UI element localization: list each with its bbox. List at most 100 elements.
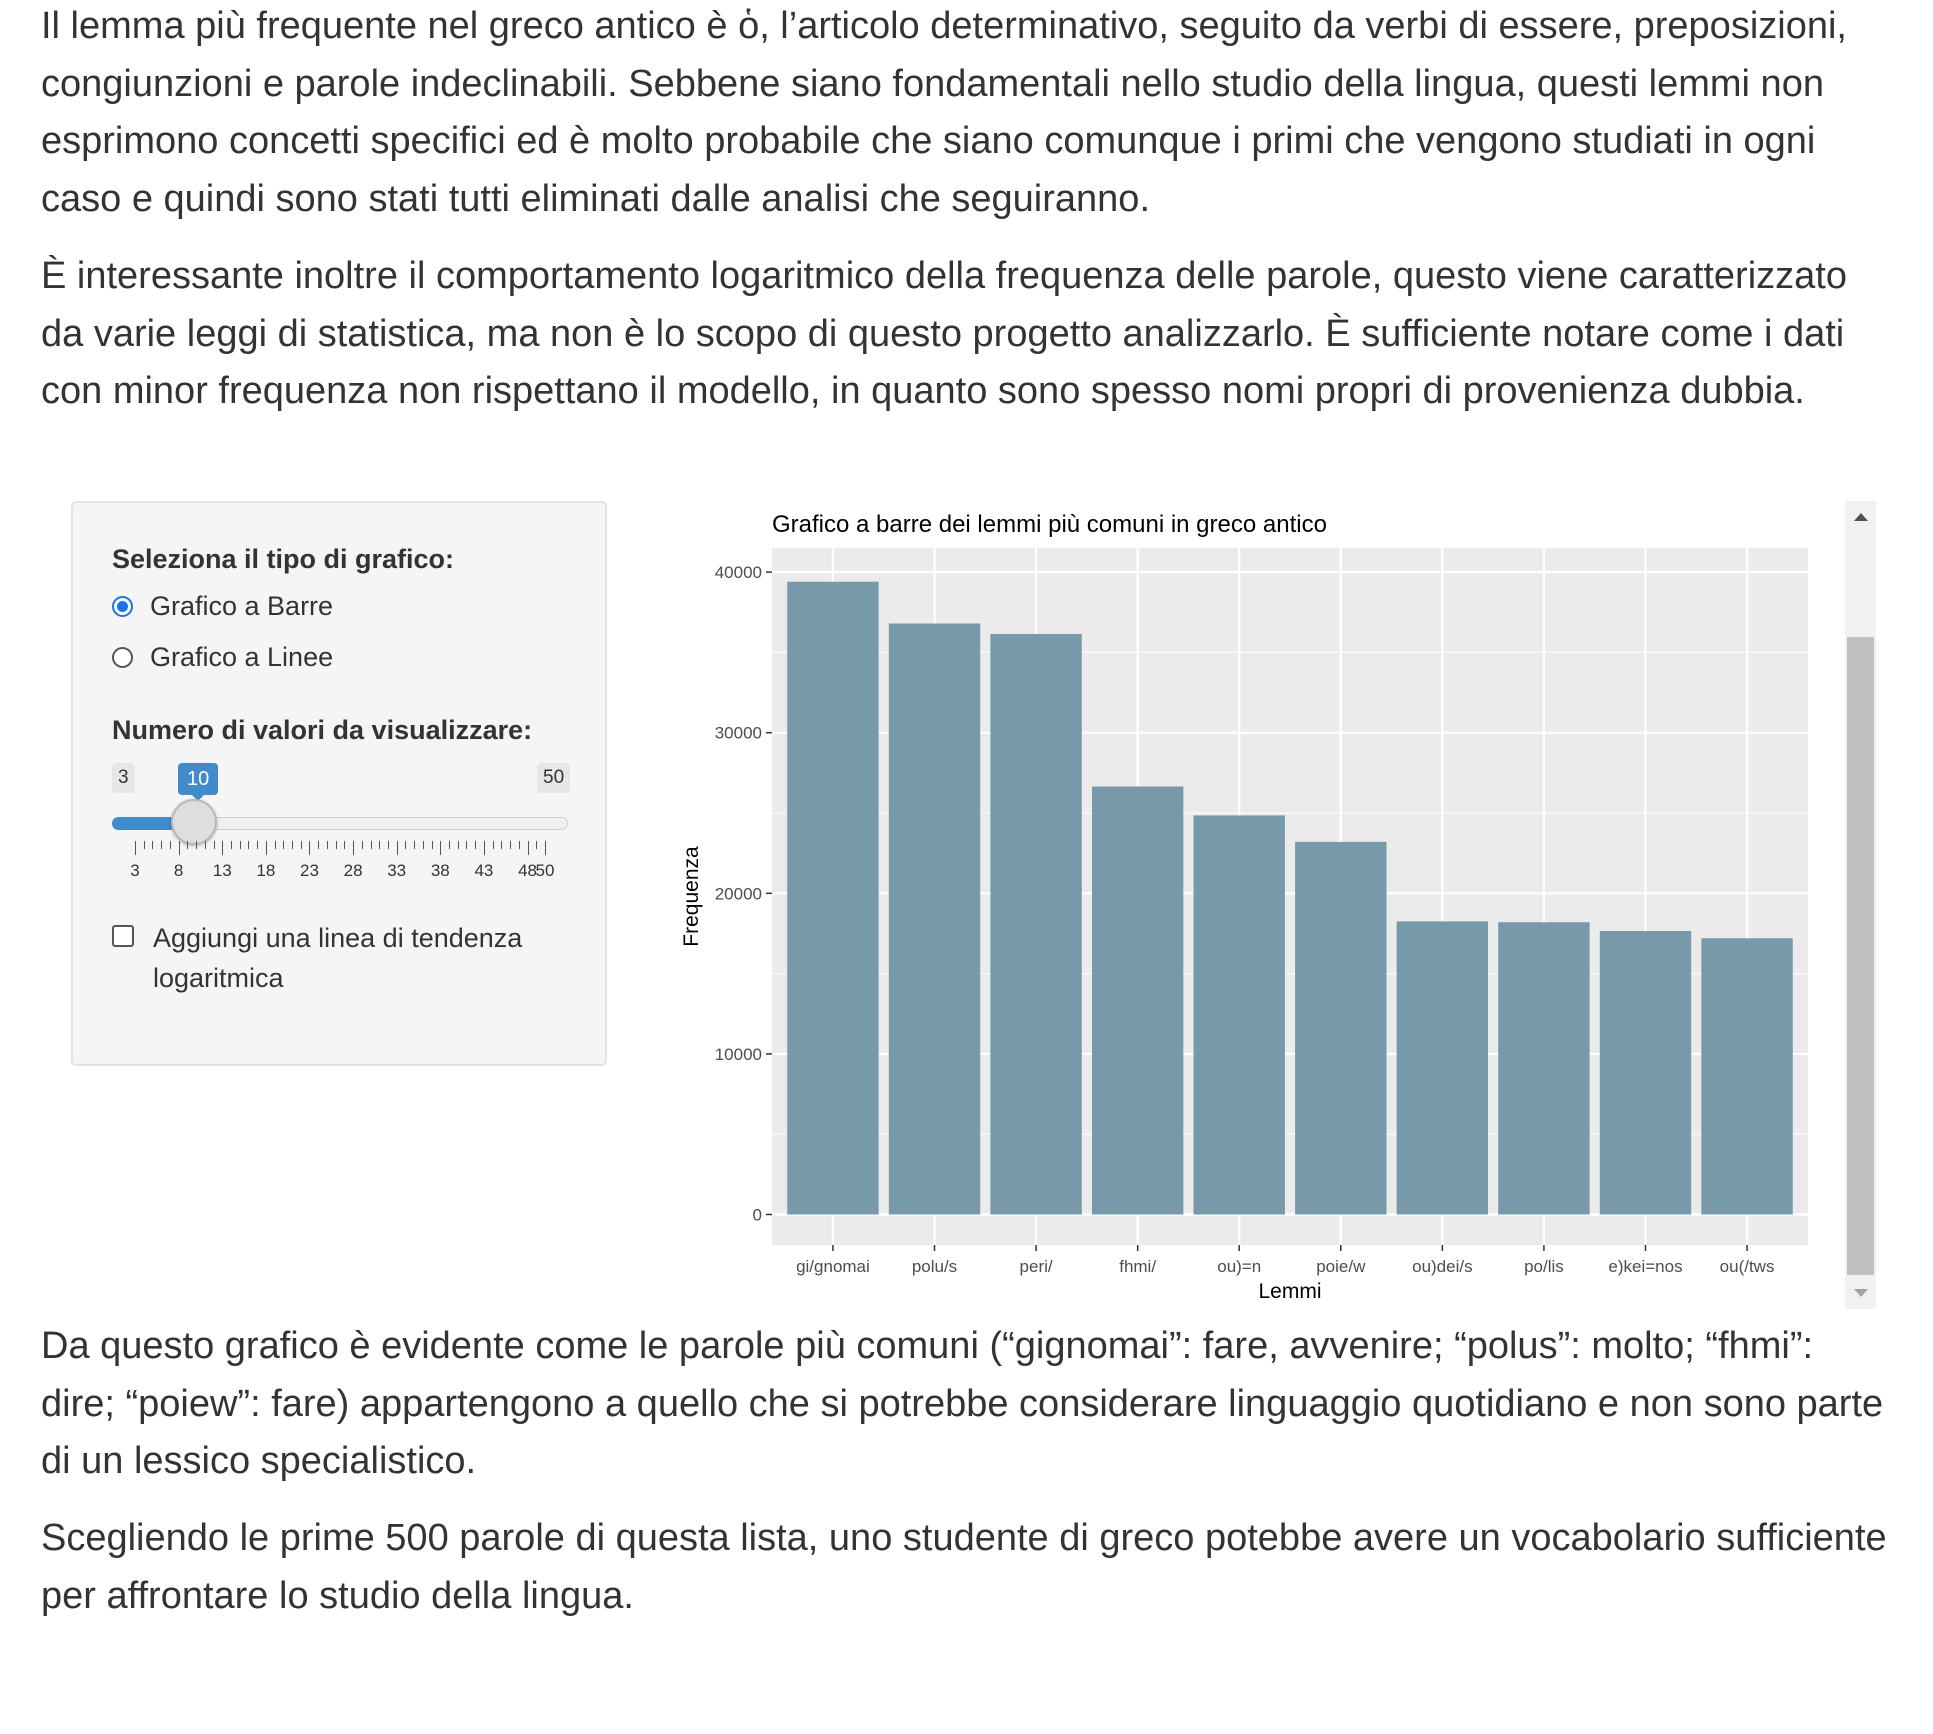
slider-minor-tick — [161, 841, 163, 849]
slider-min-label: 3 — [112, 763, 135, 793]
bar-gignomai — [787, 581, 879, 1215]
slider-max-label: 50 — [537, 763, 571, 793]
radio-label-bar[interactable]: Grafico a Barre — [150, 591, 334, 621]
slider-minor-tick — [152, 841, 154, 849]
x-tick-label: polu/s — [912, 1257, 957, 1276]
slider-major-tick — [396, 841, 398, 855]
slider-minor-tick — [518, 841, 520, 849]
y-axis-title: Frequenza — [680, 846, 703, 947]
x-tick-label: ou)dei/s — [1412, 1257, 1472, 1276]
x-tick-label: e)kei=nos — [1608, 1257, 1682, 1276]
slider-minor-tick — [457, 841, 459, 849]
slider-grid-label: 23 — [299, 861, 319, 880]
x-tick-label: gi/gnomai — [796, 1257, 870, 1276]
slider-minor-tick — [344, 841, 346, 849]
slider-minor-tick — [501, 841, 503, 849]
slider-grid-label: 33 — [387, 861, 407, 880]
x-tick-label: ou)=n — [1217, 1257, 1261, 1276]
bar-chart: 0 10000 20000 30000 40000 gi/gnomai polu/s peri… — [680, 511, 1808, 1303]
slider-minor-tick — [204, 841, 206, 849]
slider-minor-tick — [466, 841, 468, 849]
slider-minor-tick — [510, 841, 512, 849]
radio-label-line[interactable]: Grafico a Linee — [150, 642, 334, 672]
slider-minor-tick — [431, 841, 433, 849]
slider-grid-label: 18 — [256, 861, 276, 880]
slider-minor-tick — [370, 841, 372, 849]
slider-major-tick — [222, 841, 224, 855]
slider-major-tick — [135, 841, 136, 855]
y-tick-label: 10000 — [715, 1045, 762, 1064]
chart-scrollbar[interactable] — [1845, 501, 1876, 1309]
radio-option-bar[interactable]: Grafico a Barre — [112, 591, 333, 622]
bar-fhmi — [1091, 786, 1184, 1215]
slider-grid-label: 38 — [430, 861, 450, 880]
scroll-up-arrow-icon[interactable] — [1845, 501, 1876, 531]
slider-minor-tick — [283, 841, 285, 849]
slider-minor-tick — [387, 841, 389, 849]
scrollbar-thumb[interactable] — [1847, 637, 1874, 1275]
slider-major-tick — [353, 841, 355, 855]
slider-minor-tick — [230, 841, 232, 849]
intro-paragraph-2: È interessante inoltre il comportamento … — [41, 255, 1847, 412]
slider-handle[interactable] — [171, 799, 217, 845]
slider-minor-tick — [335, 841, 337, 849]
slider-minor-tick — [475, 841, 477, 849]
slider-grid-label: 28 — [343, 861, 363, 880]
slider-grid-label: 3 — [130, 861, 140, 880]
x-tick-label: fhmi/ — [1119, 1257, 1156, 1276]
trend-checkbox-row[interactable] — [112, 925, 151, 947]
slider-minor-tick — [422, 841, 424, 849]
bar-poiew — [1295, 841, 1387, 1215]
slider-grid-label: 50 — [535, 861, 555, 880]
slider-major-tick — [545, 841, 546, 855]
scroll-down-arrow-icon[interactable] — [1845, 1279, 1876, 1309]
slider-minor-tick — [405, 841, 407, 849]
bar-oun — [1193, 815, 1285, 1215]
x-tick-label: peri/ — [1020, 1257, 1053, 1276]
slider-major-tick — [178, 841, 180, 855]
sidebar-panel: Seleziona il tipo di grafico: Grafico a … — [71, 501, 607, 1066]
x-axis-title: Lemmi — [1258, 1280, 1321, 1303]
trend-checkbox-label[interactable]: Aggiungi una linea di tendenza logaritmi… — [153, 923, 523, 993]
radio-option-line[interactable]: Grafico a Linee — [112, 642, 333, 673]
slider-minor-tick — [143, 841, 145, 849]
slider-minor-tick — [187, 841, 189, 849]
slider-major-tick — [309, 841, 311, 855]
x-tick-label: poie/w — [1316, 1257, 1366, 1276]
conclusion-paragraph-2: Scegliendo le prime 500 parole di questa… — [41, 1517, 1887, 1617]
chart-type-label: Seleziona il tipo di grafico: — [112, 544, 455, 574]
slider-minor-tick — [318, 841, 320, 849]
slider-grid-label: 8 — [173, 861, 184, 880]
bar-peri — [990, 633, 1082, 1215]
slider-minor-tick — [196, 841, 198, 849]
slider-minor-tick — [274, 841, 276, 849]
slider-minor-tick — [361, 841, 363, 849]
slider-minor-tick — [492, 841, 494, 849]
y-tick-label: 20000 — [715, 884, 762, 903]
bar-polis — [1498, 922, 1590, 1215]
slider-minor-tick — [300, 841, 302, 849]
slider-grid-label: 13 — [212, 861, 232, 880]
slider-minor-tick — [536, 841, 538, 849]
slider-grid-label: 48 — [518, 861, 538, 880]
trend-checkbox[interactable] — [112, 925, 134, 947]
slider-major-tick — [483, 841, 485, 855]
radio-button-line[interactable] — [112, 647, 133, 668]
radio-button-bar[interactable] — [112, 596, 133, 617]
slider-minor-tick — [248, 841, 250, 849]
chart-title: Grafico a barre dei lemmi più comuni in … — [772, 511, 1327, 538]
slider-minor-tick — [257, 841, 259, 849]
slider-major-tick — [527, 841, 529, 855]
bar-outws — [1701, 938, 1793, 1215]
slider-label: Numero di valori da visualizzare: — [112, 715, 533, 745]
y-tick-label: 30000 — [715, 724, 762, 743]
y-tick-label: 0 — [753, 1205, 762, 1224]
bar-oudeis — [1396, 921, 1489, 1215]
slider-minor-tick — [379, 841, 381, 849]
intro-paragraph-1: Il lemma più frequente nel greco antico … — [41, 5, 1847, 220]
conclusion-paragraph-1: Da questo grafico è evidente come le par… — [41, 1325, 1884, 1482]
slider-grid-label: 43 — [474, 861, 494, 880]
slider-grid: 3 8 13 18 23 28 33 38 43 48 50 — [73, 833, 609, 893]
x-tick-label: ou(/tws — [1720, 1257, 1775, 1276]
slider-value-label: 10 — [178, 763, 219, 801]
